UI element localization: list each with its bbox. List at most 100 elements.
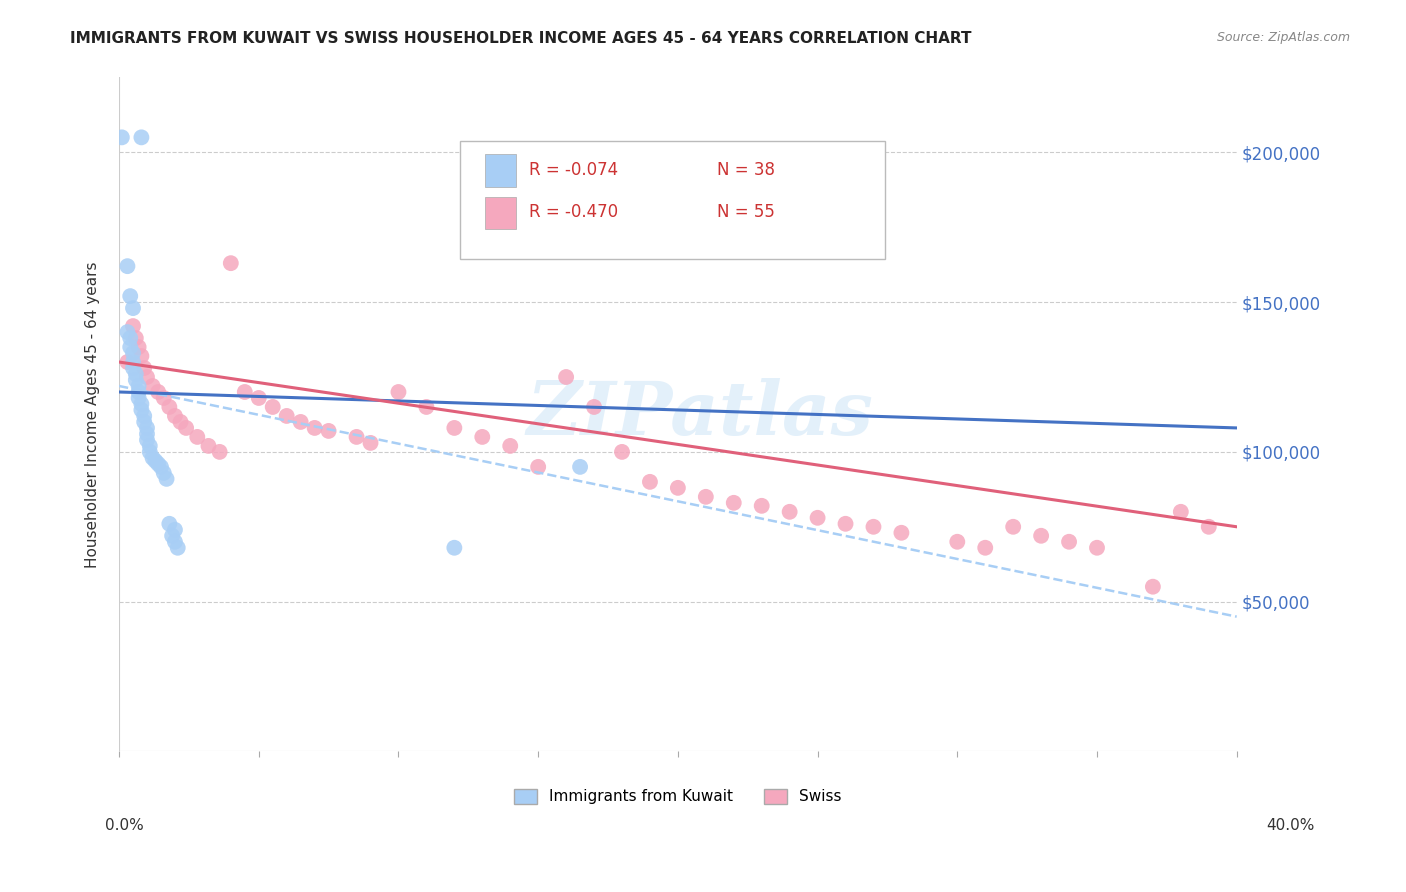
Bar [485,154,516,186]
Point [166,541,188,555]
Text: R = -0.074: R = -0.074 [529,161,619,179]
Point [974,541,997,555]
Point [360,436,382,450]
Point [117,355,139,369]
Point [122,301,145,315]
Point [197,439,219,453]
Point [145,454,167,468]
Point [1002,520,1025,534]
Point [163,409,186,423]
Point [111,130,134,145]
Y-axis label: Householder Income Ages 45 - 64 years: Householder Income Ages 45 - 64 years [86,261,100,567]
Point [1170,505,1192,519]
Point [346,430,368,444]
Point [1085,541,1108,555]
Point [142,379,165,393]
Point [134,361,156,376]
Point [443,421,465,435]
Point [155,472,177,486]
Point [136,426,159,441]
FancyBboxPatch shape [460,142,884,260]
Point [387,384,409,399]
Point [146,384,169,399]
Point [471,430,494,444]
Point [128,379,150,393]
Point [527,459,550,474]
Point [695,490,717,504]
Point [117,259,139,273]
Point [139,439,162,453]
Point [443,541,465,555]
Point [169,415,191,429]
Point [128,340,150,354]
Point [555,370,578,384]
Point [186,430,208,444]
Text: R = -0.470: R = -0.470 [529,203,619,221]
Point [125,373,148,387]
Point [946,534,969,549]
Text: 40.0%: 40.0% [1267,818,1315,832]
Text: N = 55: N = 55 [717,203,775,221]
Point [290,415,312,429]
Point [638,475,661,489]
Text: N = 38: N = 38 [717,161,775,179]
Point [208,445,231,459]
Point [890,525,912,540]
Point [128,391,150,405]
Point [122,355,145,369]
Point [128,384,150,399]
Text: 0.0%: 0.0% [105,818,145,832]
Point [152,391,174,405]
Point [807,510,830,524]
Point [125,367,148,381]
Point [862,520,884,534]
Point [122,319,145,334]
Point [134,415,156,429]
Point [779,505,801,519]
Point [152,466,174,480]
Point [262,400,284,414]
Point [136,421,159,435]
Point [610,445,633,459]
Point [117,325,139,339]
Point [120,340,142,354]
Point [120,289,142,303]
Point [834,516,856,531]
Point [219,256,242,270]
Point [131,349,153,363]
Point [134,409,156,423]
Point [131,403,153,417]
Point [125,331,148,345]
Point [318,424,340,438]
Point [751,499,773,513]
Point [723,496,745,510]
Point [1142,580,1164,594]
Point [666,481,689,495]
Point [136,433,159,447]
Point [146,457,169,471]
Point [157,400,180,414]
Point [163,523,186,537]
Point [142,450,165,465]
Point [415,400,437,414]
Legend: Immigrants from Kuwait, Swiss: Immigrants from Kuwait, Swiss [515,789,842,805]
Point [1029,529,1052,543]
Point [139,445,162,459]
Point [583,400,606,414]
Text: ZIPatlas: ZIPatlas [527,378,873,450]
Point [160,529,183,543]
Point [276,409,298,423]
Point [131,130,153,145]
Point [122,346,145,360]
Point [499,439,522,453]
Point [120,331,142,345]
Point [1057,534,1080,549]
Point [122,361,145,376]
Point [149,459,172,474]
Point [157,516,180,531]
Point [174,421,197,435]
Bar [485,197,516,229]
Point [569,459,592,474]
Point [136,370,159,384]
Point [233,384,256,399]
